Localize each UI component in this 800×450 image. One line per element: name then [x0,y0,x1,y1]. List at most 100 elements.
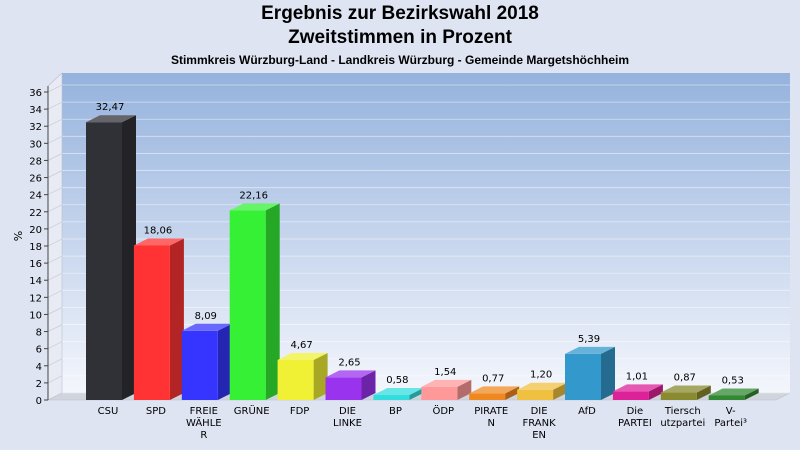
data-label: 0,53 [722,375,744,386]
bar [133,238,184,400]
bar [517,382,568,400]
bar-top [181,323,232,331]
x-tick-label: DIE [531,406,548,417]
data-label: 1,01 [626,371,648,382]
bar-side [122,115,136,400]
grid-line-side [47,84,63,93]
x-tick-label: N [487,418,494,429]
bar [469,386,520,400]
grid-line-side [47,307,63,315]
bar-top [86,115,136,123]
grid-line-side [47,238,63,247]
grid-line-side [47,204,63,213]
bar-front [181,330,218,400]
bar-side [648,384,663,400]
grid-line-side [47,118,63,127]
y-tick-label: 10 [29,310,42,321]
bar-top [517,382,568,390]
bar-side [313,353,328,400]
bar-side [169,238,184,400]
bar-front [708,395,745,400]
x-tick-label: PIRATE [474,406,508,417]
x-tick-label: SPD [146,406,166,417]
chart-title: Ergebnis zur Bezirkswahl 2018 [261,3,539,24]
y-tick-label: 4 [36,362,42,373]
bar [565,346,615,400]
x-tick-label: Tiersch [664,406,701,417]
data-label: 8,09 [195,311,217,322]
y-tick-label: 24 [29,191,42,202]
bar-front [421,386,458,400]
grid-line-side [47,324,63,332]
bar [86,115,136,400]
bar-front [517,389,554,400]
bar-side [409,388,424,400]
x-tick-label: LINKE [333,418,362,429]
chart-subtitle: Zweitstimmen in Prozent [288,27,512,48]
y-tick-label: 0 [36,396,42,407]
y-tick-label: 16 [29,259,42,270]
data-label: 32,47 [96,102,125,113]
x-tick-label: GRÜNE [234,404,270,417]
bar-side [217,323,232,400]
x-tick-label: V- [726,406,736,417]
y-tick-label: 36 [29,88,42,99]
grid-line-side [47,375,63,384]
bar-top [277,353,328,361]
data-label: 5,39 [578,334,600,345]
bar-top [325,370,376,378]
data-label: 18,06 [144,225,173,236]
bar-front [86,122,122,400]
bar [277,353,328,400]
grid-line-side [47,290,63,298]
x-tick-label: R [200,430,207,441]
bar [612,384,663,400]
y-tick-label: 26 [29,174,42,185]
grid-line-side [47,153,63,161]
bar-front [565,353,601,400]
x-tick-label: AfD [578,406,596,417]
data-label: 4,67 [290,340,312,351]
data-label: 0,87 [674,373,696,384]
x-tick-label: WÄHLE [186,416,222,429]
y-tick-label: 18 [29,242,42,253]
x-tick-label: FDP [290,406,309,417]
grid-line-side [47,170,63,178]
x-tick-label: FRANK [523,418,557,429]
x-tick-label: BP [389,406,402,417]
plot-side-wall [47,72,63,401]
data-label: 2,65 [338,357,360,368]
grid-line-side [47,136,63,144]
data-label: 1,20 [530,370,552,381]
grid-line-side [47,221,63,230]
bar-top [421,379,472,387]
y-tick-label: 8 [36,328,42,339]
grid-line-side [47,187,63,195]
x-tick-label: utzpartei [660,418,705,429]
x-tick-label: EN [532,430,546,441]
bar-front [229,210,266,400]
bar [181,323,232,400]
x-tick-label: Die [627,406,644,417]
bar [325,370,376,400]
bar-front [469,393,506,400]
bar-side [696,385,711,400]
x-tick-label: Partei³ [714,418,747,429]
data-label: 22,16 [239,190,268,201]
bar-front [325,377,362,400]
grid-line-side [47,101,63,110]
bar-front [660,392,697,400]
x-tick-label: DIE [339,406,356,417]
x-tick-label: ÖDP [432,404,454,417]
y-tick-label: 20 [29,225,42,236]
grid-line-side [47,255,63,264]
grid-line-side [47,272,63,281]
y-tick-label: 14 [29,276,42,287]
x-tick-label: PARTEI [618,418,652,429]
y-tick-label: 34 [29,105,42,116]
bar [373,388,424,400]
bar-side [744,388,759,400]
x-tick-label: FREIE [190,406,218,417]
